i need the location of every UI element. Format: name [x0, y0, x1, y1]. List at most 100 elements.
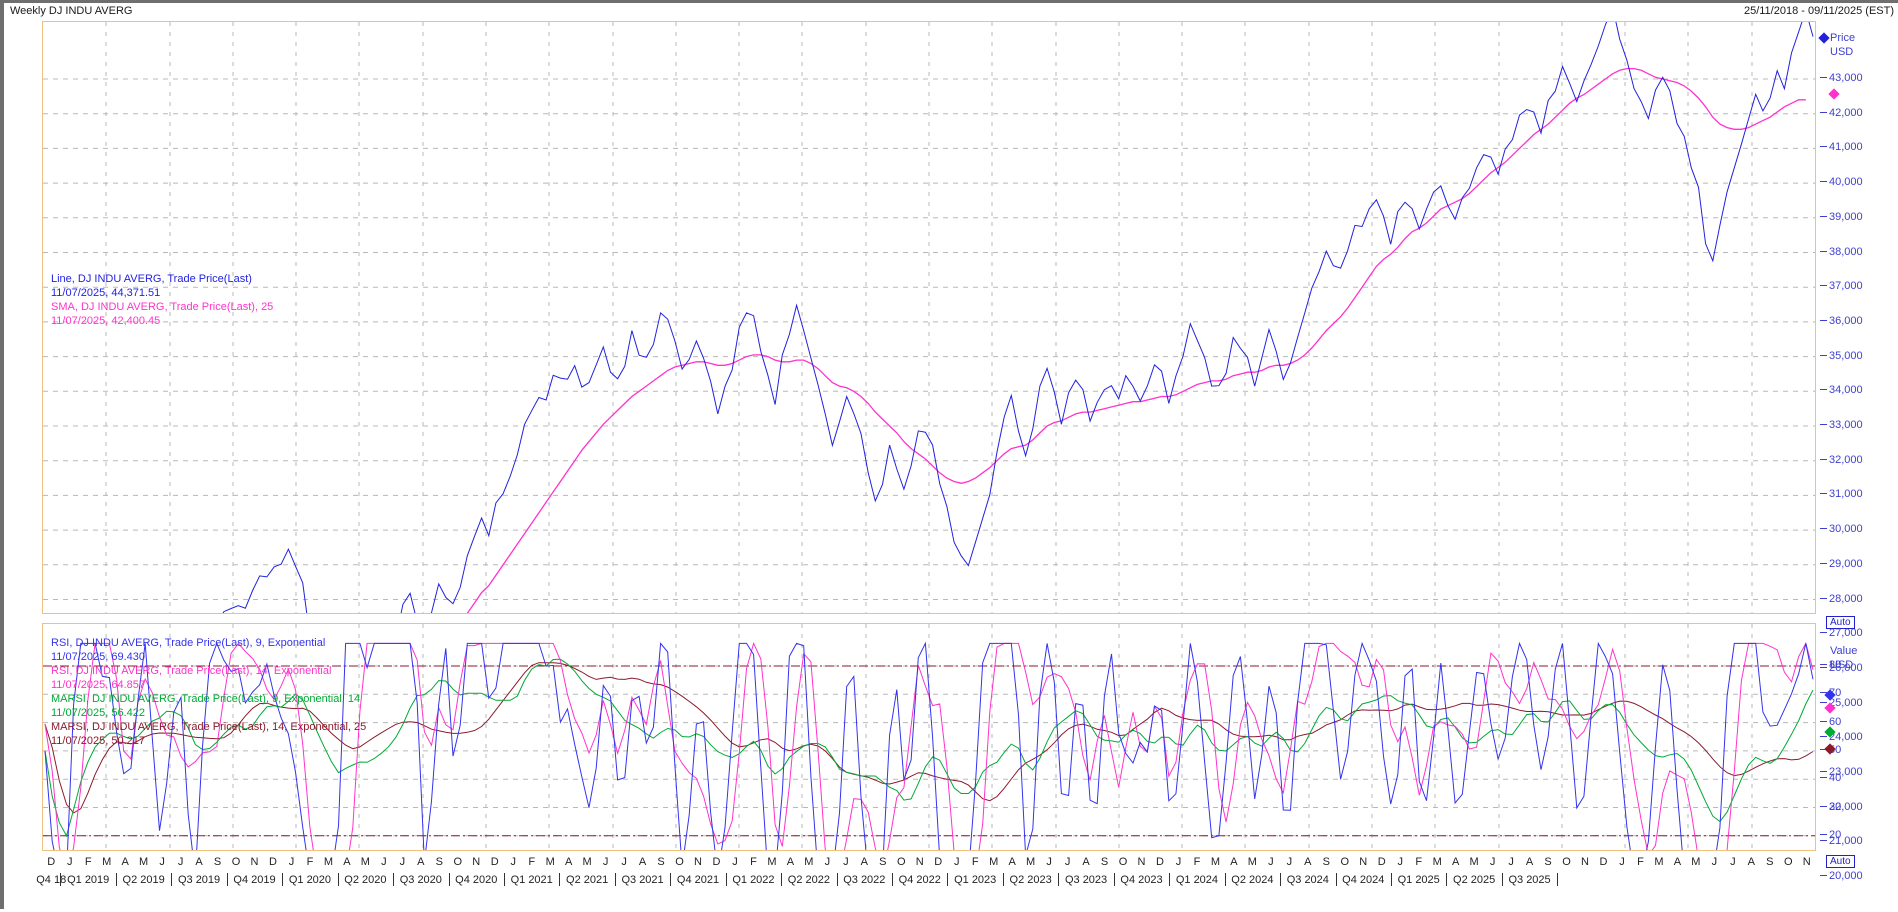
x-axis-quarter-label: Q3 2019: [177, 874, 221, 886]
price-tick-30000: 30,000: [1820, 524, 1863, 535]
x-axis-quarter-label: Q4 2021: [676, 874, 720, 886]
x-axis-month-tick: A: [1525, 856, 1534, 868]
x-axis-quarter-separator: [60, 873, 62, 886]
x-axis-month-tick: J: [177, 856, 184, 868]
x-axis-month-tick: N: [1581, 856, 1589, 868]
x-axis-month-tick: M: [767, 856, 777, 868]
x-axis-quarter-label: Q3 2022: [843, 874, 886, 886]
x-axis-month-tick: F: [84, 856, 92, 868]
price-tick-36000: 36,000: [1820, 315, 1863, 326]
x-axis-quarter-separator: [1058, 873, 1060, 886]
x-axis-quarter-label: Q1 2022: [732, 874, 775, 886]
x-axis-quarter-label: Q4 18: [36, 874, 67, 886]
x-axis-month-tick: O: [1562, 856, 1571, 868]
x-axis-month-tick: N: [1802, 856, 1811, 868]
price-auto-scale-button[interactable]: Auto: [1826, 616, 1855, 629]
x-axis-quarter-label: Q3 2025: [1508, 874, 1551, 886]
price-tick-28000: 28,000: [1820, 593, 1863, 604]
price-tick-33000: 33,000: [1820, 420, 1863, 431]
x-axis-month-tick: F: [750, 856, 757, 868]
x-axis-month-tick: A: [1747, 856, 1755, 868]
rsi-tick-70: 70: [1820, 688, 1841, 699]
x-axis-month-tick: A: [638, 856, 647, 868]
x-axis-month-tick: A: [1230, 856, 1238, 868]
x-axis-month-tick: M: [1026, 856, 1036, 868]
x-axis-quarter-label: Q1 2024: [1175, 874, 1219, 886]
rsi-auto-scale-button[interactable]: Auto: [1826, 855, 1855, 868]
x-axis-quarter-separator: [1169, 873, 1171, 886]
x-axis-month-tick: J: [399, 856, 406, 868]
price-tick-43000: 43,000: [1820, 73, 1863, 84]
x-axis-month-tick: D: [47, 856, 56, 868]
x-axis-month-tick: M: [360, 856, 370, 868]
legend-value-rsi14: 11/07/2025, 64.857: [51, 679, 145, 691]
x-axis-quarter-separator: [1390, 873, 1392, 886]
legend-item-rsi9: RSI, DJ INDU AVERG, Trade Price(Last), 9…: [51, 636, 366, 664]
rsi14-last-value-marker-icon: [1824, 702, 1836, 714]
x-axis-month-tick: J: [1397, 856, 1403, 868]
x-axis-month-tick: J: [1286, 856, 1293, 868]
x-axis-month-tick: J: [732, 856, 738, 868]
x-axis-month-tick: A: [343, 856, 351, 868]
marsi9-last-value-marker-icon: [1824, 726, 1836, 738]
legend-label-marsi9: MARSI, DJ INDU AVERG, Trade Price(Last),…: [51, 693, 361, 705]
date-range-label: 25/11/2018 - 09/11/2025 (EST): [1743, 5, 1894, 17]
x-axis-month-tick: M: [582, 856, 592, 868]
x-axis-month-tick: J: [1175, 856, 1182, 868]
x-axis-month-tick: J: [843, 856, 849, 868]
x-axis-month-tick: M: [1432, 856, 1442, 868]
rsi-tick-80: 80: [1820, 660, 1841, 671]
x-axis-quarter-separator: [781, 873, 783, 886]
x-axis-month-tick: A: [417, 856, 425, 868]
x-axis-month-tick: M: [1247, 856, 1257, 868]
price-grid: [43, 22, 1815, 613]
x-axis-month-tick: D: [712, 856, 721, 868]
x-axis-month-tick: N: [1137, 856, 1146, 868]
x-axis-month-tick: D: [1599, 856, 1608, 868]
legend-label-sma: SMA, DJ INDU AVERG, Trade Price(Last), 2…: [51, 301, 274, 313]
x-axis-month-tick: D: [269, 856, 277, 868]
price-tick-23000: 23,000: [1820, 767, 1863, 778]
x-axis-quarter-separator: [226, 873, 228, 886]
x-axis-month-tick: J: [1619, 856, 1625, 868]
x-axis-quarter-separator: [1446, 873, 1448, 886]
rsi-chart-panel[interactable]: RSI, DJ INDU AVERG, Trade Price(Last), 9…: [42, 623, 1816, 851]
rsi-y-axis[interactable]: Value USD 80 70 60 50 40 30 20 Auto: [1820, 623, 1898, 868]
x-axis-month-tick: S: [879, 856, 887, 868]
x-axis-month-tick: A: [860, 856, 868, 868]
x-axis-quarter-label: Q2 2021: [566, 874, 609, 886]
x-axis-month-tick: O: [897, 856, 906, 868]
chart-title: Weekly DJ INDU AVERG: [10, 5, 133, 17]
rsi-tick-30: 30: [1820, 801, 1841, 812]
x-axis-month-tick: S: [1322, 856, 1330, 868]
x-axis-quarter-separator: [559, 873, 561, 886]
price-y-axis[interactable]: Price USD 43,000 42,000 41,000 40,000 39,000…: [1818, 21, 1898, 882]
rsi-grid: [43, 624, 1815, 850]
rsi-tick-40: 40: [1820, 773, 1841, 784]
x-axis-month-tick: S: [657, 856, 665, 868]
price-tick-26000: 26,000: [1820, 662, 1863, 673]
legend-item-price-line: Line, DJ INDU AVERG, Trade Price(Last) 1…: [51, 272, 273, 300]
x-axis-month-tick: O: [453, 856, 463, 868]
x-axis-month-tick: O: [1340, 856, 1350, 868]
x-axis-month-tick: J: [1064, 856, 1071, 868]
x-axis-quarter-separator: [448, 873, 450, 886]
x-axis-month-tick: D: [1156, 856, 1164, 868]
legend-item-rsi14: RSI, DJ INDU AVERG, Trade Price(Last), 1…: [51, 664, 366, 692]
x-axis-quarter-label: Q4 2022: [898, 874, 941, 886]
x-axis-month-tick: M: [545, 856, 555, 868]
price-chart-panel[interactable]: Line, DJ INDU AVERG, Trade Price(Last) 1…: [42, 21, 1816, 614]
price-tick-37000: 37,000: [1820, 281, 1863, 292]
x-axis-month-tick: A: [195, 856, 203, 868]
x-axis-quarter-label: Q1 2019: [67, 874, 110, 886]
x-axis-month-tick: F: [306, 856, 314, 868]
x-axis-month-tick: J: [1489, 856, 1496, 868]
x-axis-month-tick: M: [139, 856, 149, 868]
x-axis-quarter-separator: [892, 873, 894, 886]
x-axis-quarter-separator: [1501, 873, 1503, 886]
x-axis-month-tick: N: [250, 856, 259, 868]
x-axis-month-tick: A: [1008, 856, 1016, 868]
x-axis-month-tick: J: [621, 856, 627, 868]
